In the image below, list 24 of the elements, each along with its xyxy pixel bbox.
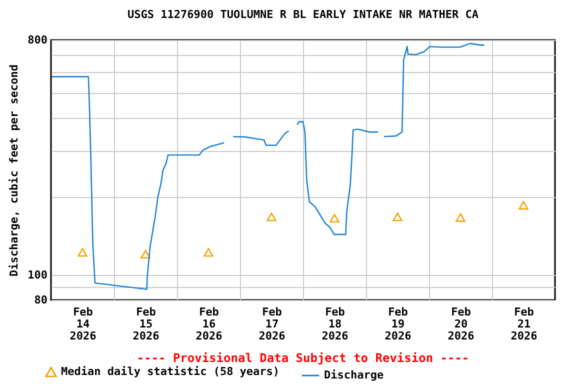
y-tick-label: 100: [28, 268, 48, 282]
chart-title: USGS 11276900 TUOLUMNE R BL EARLY INTAKE NR MATHER CA: [128, 8, 479, 21]
x-tick-label: Feb 15 2026: [132, 306, 160, 342]
legend-label: Discharge: [324, 368, 384, 382]
point: [456, 213, 466, 222]
point: [78, 248, 88, 257]
x-tick-label: Feb 20 2026: [448, 306, 475, 342]
point: [266, 212, 276, 222]
y-tick-label: 80: [34, 294, 48, 306]
point: [392, 212, 402, 222]
x-tick-label: Feb 21 2026: [510, 306, 538, 342]
legend-label: Median daily statistic (58 years): [61, 365, 280, 378]
x-tick-label: Feb 16 2026: [196, 306, 223, 342]
y-axis-title: Discharge, cubic feet per second: [8, 64, 21, 276]
point: [330, 214, 340, 223]
x-tick-label: Feb 18 2026: [322, 306, 349, 342]
x-tick-label: Feb 17 2026: [258, 306, 286, 342]
point: [204, 248, 214, 257]
x-tick-label: Feb 19 2026: [384, 306, 412, 342]
y-tick-label: 800: [28, 34, 48, 46]
point: [518, 201, 528, 210]
x-tick-label: Feb 14 2026: [70, 306, 97, 342]
point: [140, 250, 150, 258]
text: ---- Provisional Data Subject to Revision ----: [136, 351, 470, 365]
